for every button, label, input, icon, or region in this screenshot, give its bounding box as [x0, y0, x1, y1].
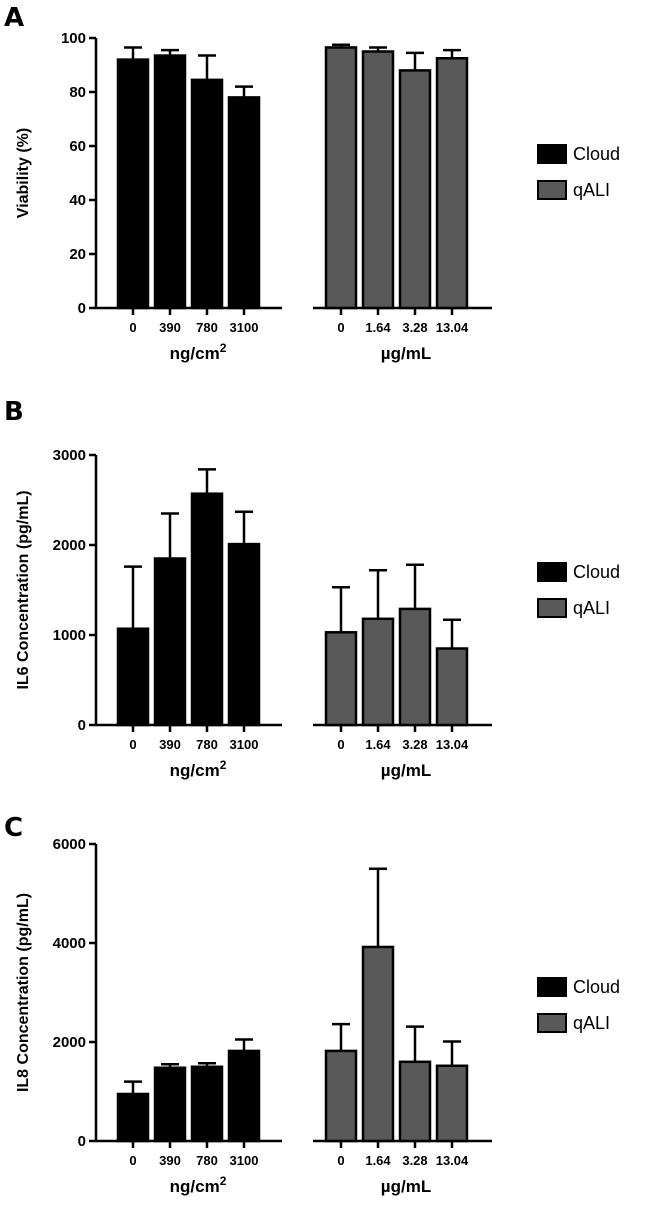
x-tick-label: 780	[196, 320, 218, 335]
y-axis-label: IL8 Concentration (pg/mL)	[15, 893, 32, 1092]
legend-label: Cloud	[573, 144, 620, 164]
x-group-label: µg/mL	[381, 1177, 431, 1196]
bar	[361, 50, 395, 310]
y-tick-label: 60	[69, 138, 86, 155]
legend-swatch	[537, 180, 567, 200]
x-tick-label: 13.04	[436, 1153, 469, 1168]
legend: Cloud qALI	[537, 977, 620, 1033]
legend-label: Cloud	[573, 977, 620, 997]
x-tick-label: 0	[129, 1153, 136, 1168]
chart-panel-a: A 0 20 40 60 80 100 Viability (%) 0 390 780 3100ng/…	[4, 3, 620, 363]
bar-group-qali: 0 1.64 3.28 13.04 µg/mL	[313, 43, 492, 363]
y-tick-label: 40	[69, 192, 86, 209]
x-tick-label: 0	[337, 320, 344, 335]
panel-letter: A	[4, 3, 24, 33]
bar	[116, 627, 150, 727]
bar	[153, 54, 187, 310]
x-group-label: ng/cm2	[170, 341, 227, 363]
bar	[227, 1049, 261, 1143]
y-tick-label: 0	[78, 717, 86, 734]
bar	[190, 1065, 224, 1143]
chart-panel-c: C 0 2000 4000 6000 IL8 Concentration (pg/mL) 0…	[4, 813, 620, 1196]
y-tick-label: 0	[78, 1133, 86, 1150]
y-tick-label: 2000	[53, 1034, 86, 1051]
y-tick-label: 2000	[53, 537, 86, 554]
bar	[435, 57, 469, 310]
bar	[227, 96, 261, 310]
bar	[116, 58, 150, 310]
y-axis-label: IL6 Concentration (pg/mL)	[15, 490, 32, 689]
x-tick-label: 3100	[230, 320, 259, 335]
x-tick-label: 3.28	[402, 320, 427, 335]
x-tick-label: 1.64	[365, 1153, 391, 1168]
legend-swatch	[537, 977, 567, 997]
x-tick-label: 0	[129, 737, 136, 752]
x-tick-label: 1.64	[365, 737, 391, 752]
x-tick-label: 390	[159, 737, 181, 752]
bar	[227, 542, 261, 727]
y-tick-label: 1000	[53, 627, 86, 644]
x-tick-label: 3.28	[402, 1153, 427, 1168]
bar	[324, 46, 358, 310]
x-tick-label: 0	[129, 320, 136, 335]
bar	[361, 617, 395, 727]
bar	[153, 1066, 187, 1143]
legend-label: qALI	[573, 1013, 610, 1033]
x-tick-label: 1.64	[365, 320, 391, 335]
x-group-label: ng/cm2	[170, 758, 227, 780]
bar-group-qali: 0 1.64 3.28 13.04 µg/mL	[313, 563, 492, 780]
y-tick-label: 3000	[53, 447, 86, 464]
x-tick-label: 390	[159, 320, 181, 335]
bar	[190, 492, 224, 727]
x-group-label: µg/mL	[381, 761, 431, 780]
x-group-label: µg/mL	[381, 344, 431, 363]
panel-letter: B	[4, 397, 24, 427]
bar	[435, 647, 469, 727]
legend: Cloud qALI	[537, 144, 620, 200]
x-tick-label: 13.04	[436, 737, 469, 752]
chart-panel-b: B 0 1000 2000 3000 IL6 Concentration (pg/mL) 0…	[4, 397, 620, 780]
x-tick-label: 780	[196, 737, 218, 752]
x-tick-label: 0	[337, 1153, 344, 1168]
bar	[398, 607, 432, 727]
y-tick-label: 20	[69, 246, 86, 263]
bar	[398, 69, 432, 310]
y-axis-label: Viability (%)	[15, 128, 32, 218]
x-tick-label: 780	[196, 1153, 218, 1168]
legend: Cloud qALI	[537, 562, 620, 618]
bar	[324, 631, 358, 727]
bar	[116, 1092, 150, 1143]
y-tick-label: 0	[78, 300, 86, 317]
bar	[324, 1049, 358, 1143]
y-tick-label: 80	[69, 84, 86, 101]
legend-swatch	[537, 598, 567, 618]
x-tick-label: 0	[337, 737, 344, 752]
legend-label: qALI	[573, 180, 610, 200]
y-tick-label: 6000	[53, 836, 86, 853]
bar	[398, 1060, 432, 1143]
x-tick-label: 13.04	[436, 320, 469, 335]
y-tick-label: 100	[61, 30, 86, 47]
bar	[190, 78, 224, 310]
y-tick-label: 4000	[53, 935, 86, 952]
panel-letter: C	[4, 813, 23, 843]
bar	[435, 1064, 469, 1143]
x-tick-label: 3.28	[402, 737, 427, 752]
x-group-label: ng/cm2	[170, 1174, 227, 1196]
x-tick-label: 3100	[230, 1153, 259, 1168]
bar	[361, 945, 395, 1143]
legend-swatch	[537, 562, 567, 582]
legend-swatch	[537, 1013, 567, 1033]
legend-label: Cloud	[573, 562, 620, 582]
x-tick-label: 390	[159, 1153, 181, 1168]
bar-group-qali: 0 1.64 3.28 13.04 µg/mL	[313, 867, 492, 1196]
legend-label: qALI	[573, 598, 610, 618]
bar	[153, 557, 187, 727]
legend-swatch	[537, 144, 567, 164]
x-tick-label: 3100	[230, 737, 259, 752]
